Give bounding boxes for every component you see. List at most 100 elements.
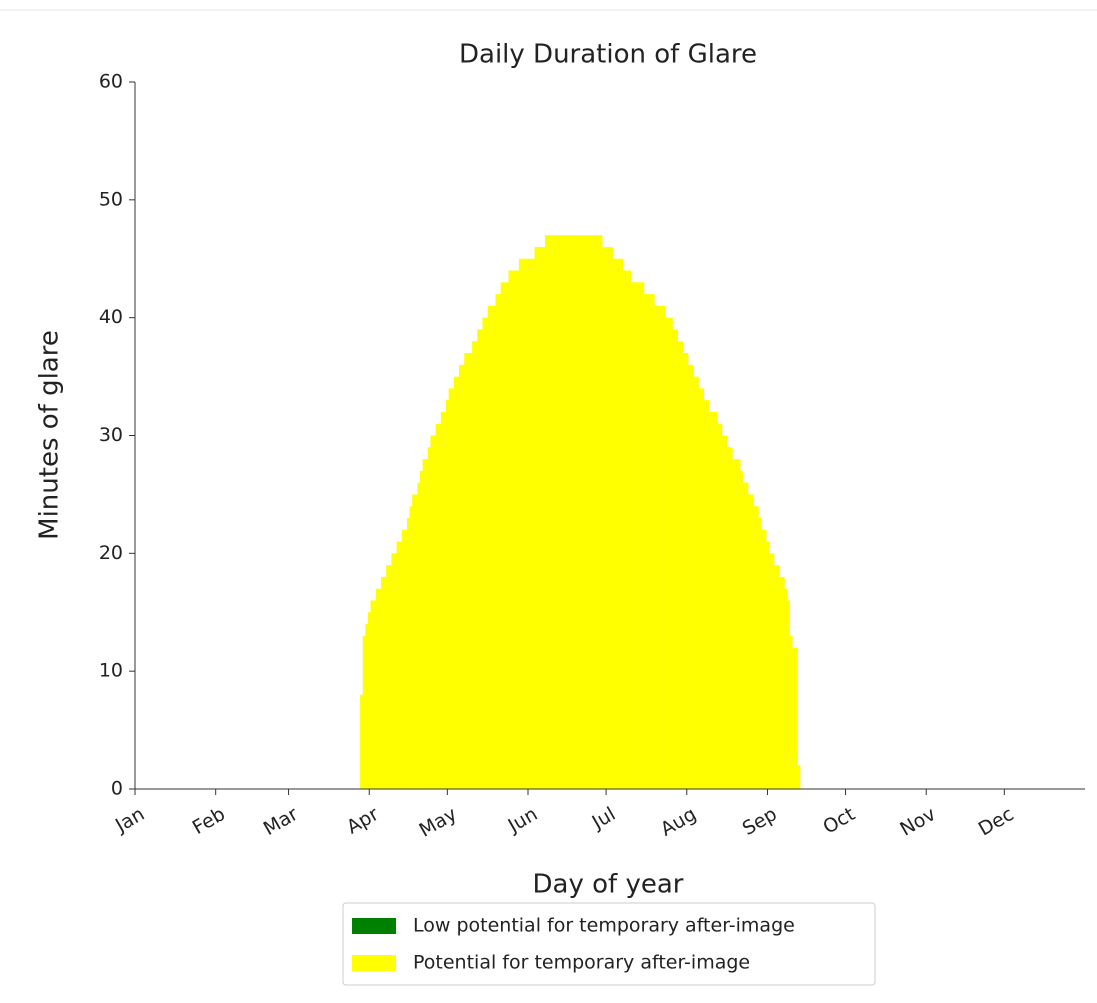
bar [401, 529, 405, 789]
bar [565, 235, 569, 789]
bar [623, 270, 626, 789]
bar [378, 588, 382, 789]
bar [659, 305, 663, 789]
bar [526, 258, 530, 789]
bar [779, 576, 783, 789]
x-tick-label: Jan [111, 803, 148, 837]
bar [740, 470, 744, 789]
x-tick-label: Mar [260, 803, 302, 840]
bar [669, 317, 673, 789]
bar [685, 353, 689, 789]
bar [719, 423, 723, 789]
bar [682, 353, 686, 789]
bar [490, 305, 494, 789]
bar [675, 329, 678, 789]
bar [414, 494, 418, 789]
bar [724, 435, 728, 789]
bar [393, 553, 397, 789]
bar [560, 235, 564, 789]
bar [578, 235, 582, 789]
bar [412, 494, 416, 789]
bar [557, 235, 561, 789]
bar [789, 635, 793, 789]
bar [734, 459, 738, 789]
bar [505, 282, 509, 789]
bar [406, 517, 410, 789]
bar [500, 282, 504, 789]
bar [409, 506, 413, 789]
bar [425, 459, 429, 789]
bar [784, 588, 788, 789]
x-tick-label: Nov [896, 803, 939, 841]
bar [487, 305, 491, 789]
bar [435, 423, 439, 789]
bar [367, 612, 371, 789]
x-tick-label: Dec [975, 803, 1018, 840]
bar [495, 294, 499, 789]
bar [742, 482, 746, 789]
bar [641, 282, 645, 789]
bar [781, 576, 785, 789]
x-tick-label: Jun [504, 803, 542, 837]
bar [547, 235, 551, 789]
bar [695, 376, 699, 789]
legend [342, 902, 876, 986]
bar [555, 235, 559, 789]
bar [550, 235, 554, 789]
bar [544, 235, 548, 789]
bar [607, 246, 611, 789]
bar [531, 258, 535, 789]
bar [391, 553, 395, 789]
bar [420, 470, 423, 789]
bar [763, 529, 767, 789]
bar [649, 294, 652, 789]
bar [690, 364, 694, 789]
bar [727, 447, 731, 789]
bar [633, 282, 637, 789]
bar [745, 482, 749, 789]
bar [513, 270, 517, 789]
bar [786, 600, 790, 789]
y-tick-label: 10 [99, 660, 123, 682]
legend-label: Low potential for temporary after-image [413, 915, 795, 937]
bar [711, 411, 715, 789]
bar [776, 565, 780, 789]
bar [753, 506, 757, 789]
y-tick-label: 20 [99, 542, 123, 564]
bar [518, 258, 522, 789]
bar [737, 459, 741, 789]
bar [383, 576, 387, 789]
bar [664, 317, 668, 789]
bar [755, 506, 759, 789]
bar [365, 624, 369, 789]
bar [451, 388, 455, 789]
bar [701, 388, 704, 789]
bar [589, 235, 593, 789]
bar [792, 647, 796, 789]
bar [656, 305, 660, 789]
bar [628, 270, 632, 789]
x-tick-label: Feb [189, 803, 229, 839]
bar [508, 270, 512, 789]
bar [750, 494, 754, 789]
bar [404, 529, 408, 789]
bar [620, 258, 624, 789]
bar [464, 353, 468, 789]
chart-title: Daily Duration of Glare [459, 40, 757, 70]
bar [732, 459, 736, 789]
bar [586, 235, 590, 789]
bar [498, 294, 501, 789]
bar [373, 600, 377, 789]
bar [492, 305, 496, 789]
x-tick-label: Sep [739, 803, 781, 840]
bar [581, 235, 585, 789]
bar [362, 635, 366, 789]
bar [612, 258, 616, 789]
bar [625, 270, 629, 789]
x-tick-label: May [416, 803, 461, 842]
bar [646, 294, 650, 789]
bar [680, 341, 684, 789]
bar [672, 329, 676, 789]
bar [760, 529, 764, 789]
